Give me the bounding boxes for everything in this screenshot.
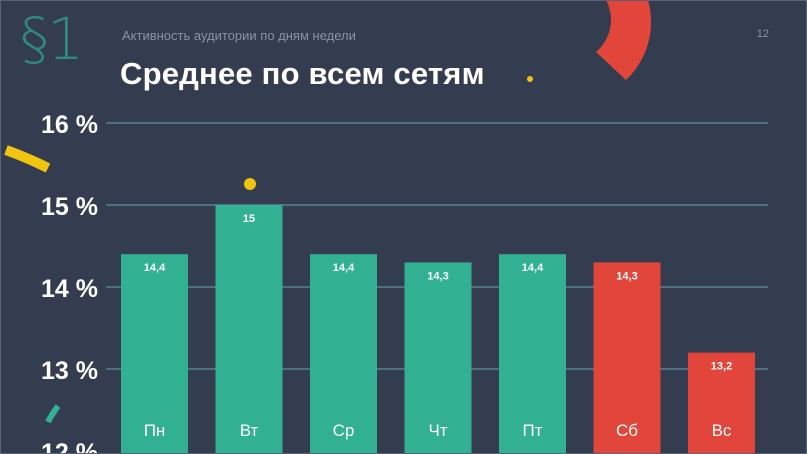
page-number: 12 bbox=[756, 28, 769, 40]
bar-value-label: 14,3 bbox=[616, 270, 637, 282]
bar bbox=[404, 262, 472, 454]
decorative-yellow-arc bbox=[4, 145, 51, 173]
bar bbox=[310, 254, 377, 454]
y-tick-label: 16 % bbox=[41, 111, 98, 139]
y-tick-label: 15 % bbox=[41, 193, 98, 221]
bar-value-label: 13,2 bbox=[711, 361, 732, 373]
category-label: Вс bbox=[712, 421, 732, 440]
bar bbox=[593, 262, 661, 454]
category-label: Сб bbox=[616, 421, 638, 440]
bar-value-label: 14,4 bbox=[522, 262, 544, 274]
category-label: Ср bbox=[333, 421, 355, 440]
decorative-green-arc bbox=[45, 404, 61, 424]
bar-value-label: 14,4 bbox=[333, 262, 355, 274]
category-label: Пт bbox=[522, 421, 542, 440]
bar-value-label: 14,4 bbox=[144, 262, 166, 274]
y-tick-label: 13 % bbox=[41, 357, 98, 385]
bar bbox=[688, 352, 755, 454]
y-tick-label: 14 % bbox=[41, 275, 98, 303]
chart-title: Среднее по всем сетям bbox=[120, 56, 485, 91]
y-tick-label: 12 % bbox=[41, 439, 98, 454]
bar-value-label: 15 bbox=[243, 213, 255, 225]
category-label: Вт bbox=[240, 421, 259, 440]
bar bbox=[499, 254, 566, 454]
decorative-yellow-dot-small bbox=[527, 76, 533, 82]
bar-value-label: 14,3 bbox=[427, 270, 448, 282]
bars: 14,4 Пн 15 Вт 14,4 Ср 14,3 Чт 14,4 Пт 14,3 Сб 13,2 Вс bbox=[121, 205, 755, 454]
bar bbox=[121, 254, 188, 454]
category-label: Пн bbox=[144, 421, 166, 440]
slide-subtitle: Активность аудитории по дням недели bbox=[122, 28, 356, 43]
section-mark: §1 bbox=[20, 5, 84, 73]
decorative-yellow-dot bbox=[244, 178, 256, 190]
decorative-red-arc bbox=[596, 0, 652, 80]
y-axis-ticks: 12 % 13 % 14 % 15 % 16 % bbox=[41, 111, 98, 454]
bar bbox=[215, 205, 283, 454]
category-label: Чт bbox=[428, 421, 447, 440]
